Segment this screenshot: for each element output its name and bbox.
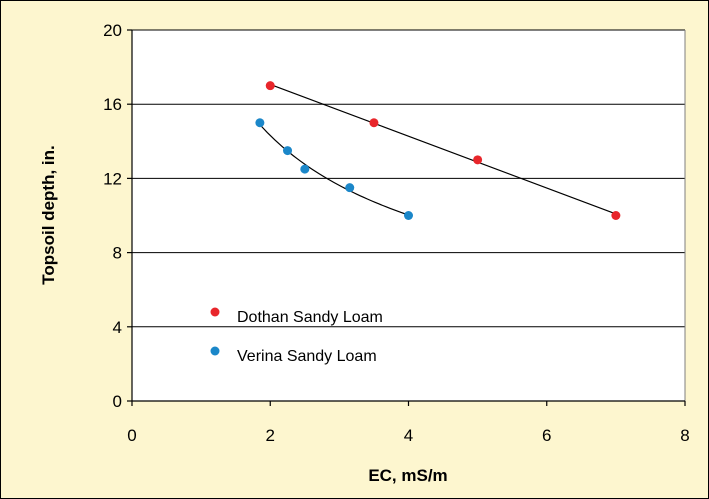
legend: Dothan Sandy Loam Verina Sandy Loam [210,307,383,365]
point-series-1-3 [345,183,355,193]
y-tick-label-4: 4 [113,318,122,337]
trendline-series-0 [270,83,617,215]
point-series-0-1 [369,118,379,128]
legend-marker-dothan [210,307,220,317]
point-series-1-0 [255,118,265,128]
point-series-0-2 [473,155,483,165]
legend-label-dothan: Dothan Sandy Loam [237,309,383,326]
y-tick-label-12: 12 [103,169,122,188]
x-tick-label-6: 6 [542,426,551,445]
point-series-1-2 [300,164,310,174]
point-layer [255,81,621,220]
y-tick-label-20: 20 [103,21,122,40]
y-tick-label-8: 8 [113,244,122,263]
point-series-0-3 [611,211,621,220]
x-tick-label-8: 8 [680,426,689,445]
axis-layer: 0 4 8 12 16 20 0 2 4 6 8 [103,21,690,445]
legend-marker-verina [210,346,220,356]
y-tick-label-16: 16 [103,95,122,114]
grid-layer [132,29,686,401]
point-series-1-1 [283,146,293,156]
x-tick-label-4: 4 [404,426,413,445]
x-tick-label-0: 0 [127,426,136,445]
x-tick-label-2: 2 [266,426,275,445]
y-tick-label-0: 0 [113,392,122,411]
y-axis-title: Topsoil depth, in. [39,145,58,284]
x-axis-title: EC, mS/m [368,466,447,485]
legend-label-verina: Verina Sandy Loam [237,348,377,365]
point-series-1-4 [404,211,413,220]
point-series-0-0 [265,81,275,91]
